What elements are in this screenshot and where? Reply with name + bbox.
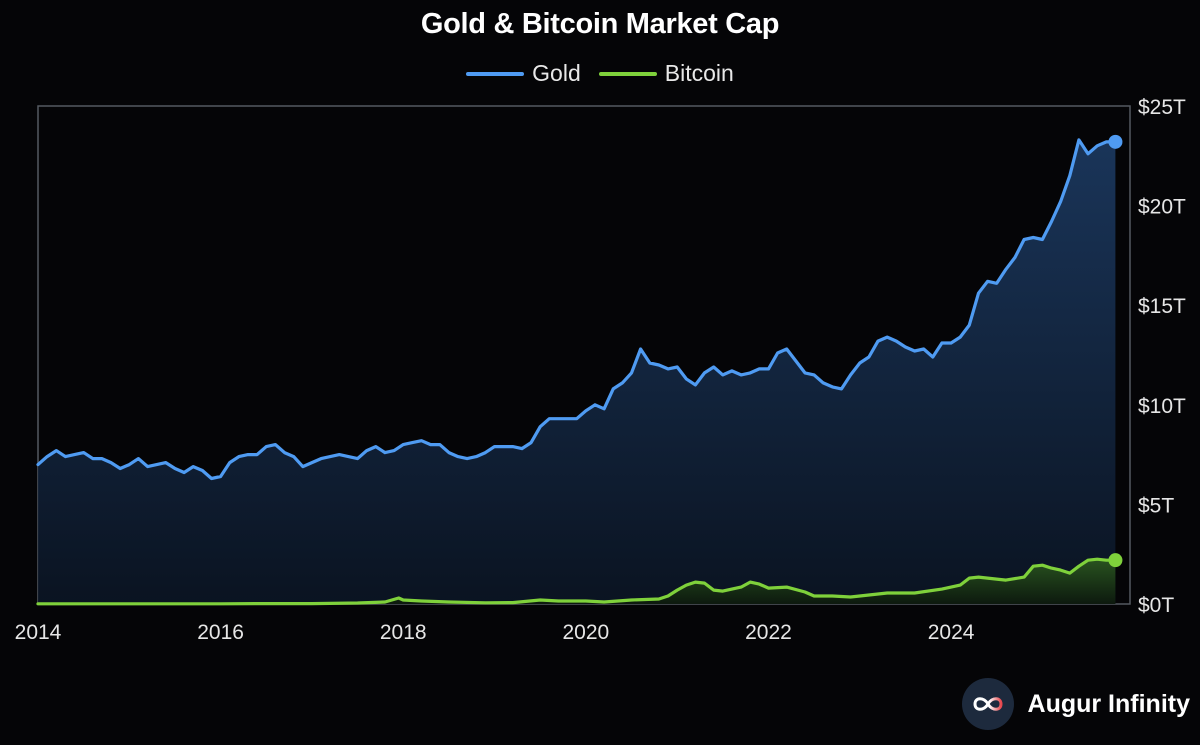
- y-tick-label: $5T: [1138, 494, 1174, 517]
- brand-name: Augur Infinity: [1027, 689, 1190, 718]
- infinity-logo-icon: [961, 678, 1014, 730]
- brand: Augur Infinity: [961, 676, 1190, 732]
- series-area-gold: [38, 139, 1116, 604]
- x-tick-label: 2020: [562, 621, 609, 644]
- legend-label-gold: Gold: [532, 60, 581, 86]
- x-tick-label: 2022: [745, 621, 792, 644]
- y-tick-label: $20T: [1138, 196, 1186, 219]
- legend-swatch-gold: [466, 71, 525, 76]
- x-tick-label: 2016: [197, 621, 244, 644]
- y-tick-label: $0T: [1138, 594, 1174, 617]
- y-tick-label: $10T: [1138, 395, 1186, 418]
- y-tick-label: $25T: [1138, 96, 1186, 119]
- series-line-bitcoin: [36, 557, 1117, 606]
- x-tick-label: 2014: [15, 621, 62, 644]
- legend: Gold Bitcoin: [0, 60, 1200, 87]
- legend-item-bitcoin: Bitcoin: [598, 60, 734, 87]
- y-tick-label: $15T: [1138, 295, 1186, 318]
- series-end-marker-gold: [1108, 134, 1123, 149]
- legend-swatch-bitcoin: [598, 71, 657, 76]
- chart-title: Gold & Bitcoin Market Cap: [420, 8, 780, 40]
- legend-label-bitcoin: Bitcoin: [664, 60, 734, 86]
- series-line-gold: [36, 138, 1117, 481]
- series-area-bitcoin: [38, 559, 1116, 604]
- x-tick-label: 2024: [928, 621, 975, 644]
- legend-item-gold: Gold: [466, 60, 581, 87]
- series-end-marker-bitcoin: [1108, 553, 1123, 568]
- x-tick-label: 2018: [380, 621, 427, 644]
